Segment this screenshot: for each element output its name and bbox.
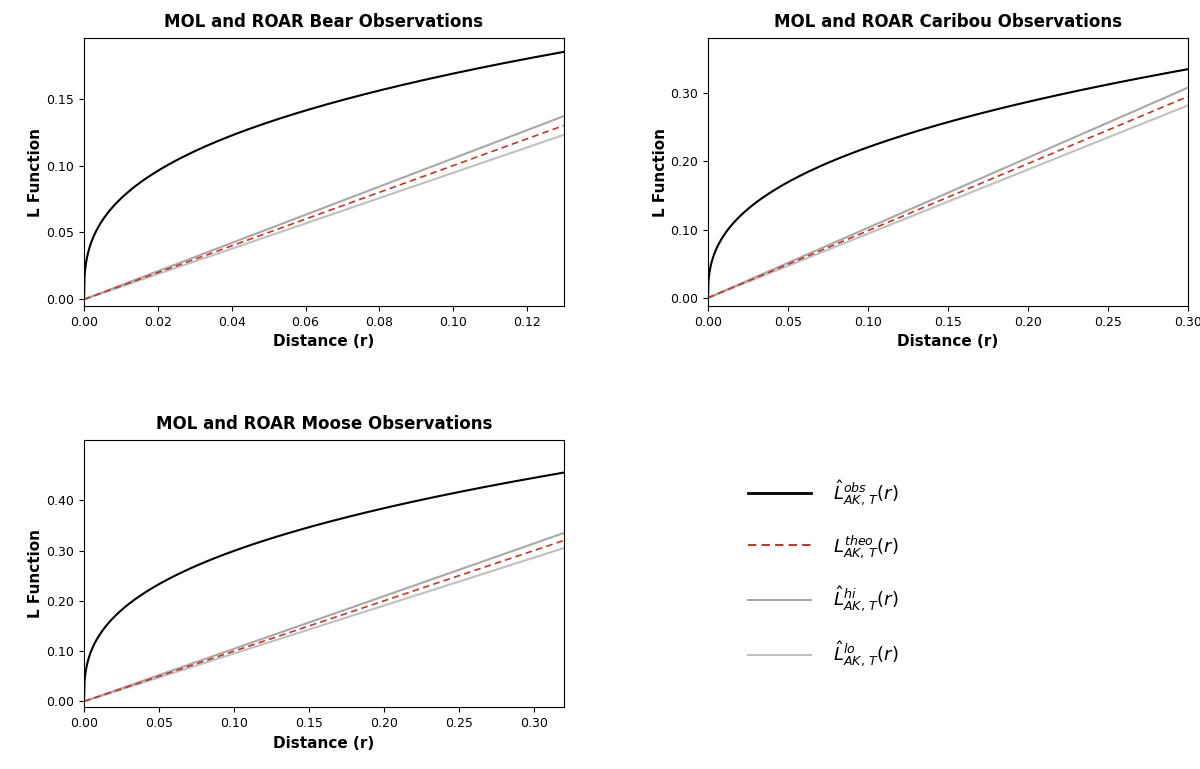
X-axis label: Distance (r): Distance (r) bbox=[274, 335, 374, 349]
Y-axis label: L Function: L Function bbox=[653, 128, 667, 217]
Title: MOL and ROAR Caribou Observations: MOL and ROAR Caribou Observations bbox=[774, 13, 1122, 32]
X-axis label: Distance (r): Distance (r) bbox=[898, 335, 998, 349]
Title: MOL and ROAR Moose Observations: MOL and ROAR Moose Observations bbox=[156, 414, 492, 433]
Y-axis label: L Function: L Function bbox=[29, 128, 43, 217]
Title: MOL and ROAR Bear Observations: MOL and ROAR Bear Observations bbox=[164, 13, 484, 32]
Legend: $\hat{L}^{obs}_{AK,\,T}(r)$, $L^{theo}_{AK,\,T}(r)$, $\hat{L}^{hi}_{AK,\,T}(r)$,: $\hat{L}^{obs}_{AK,\,T}(r)$, $L^{theo}_{… bbox=[742, 471, 906, 676]
Y-axis label: L Function: L Function bbox=[29, 529, 43, 618]
X-axis label: Distance (r): Distance (r) bbox=[274, 736, 374, 751]
